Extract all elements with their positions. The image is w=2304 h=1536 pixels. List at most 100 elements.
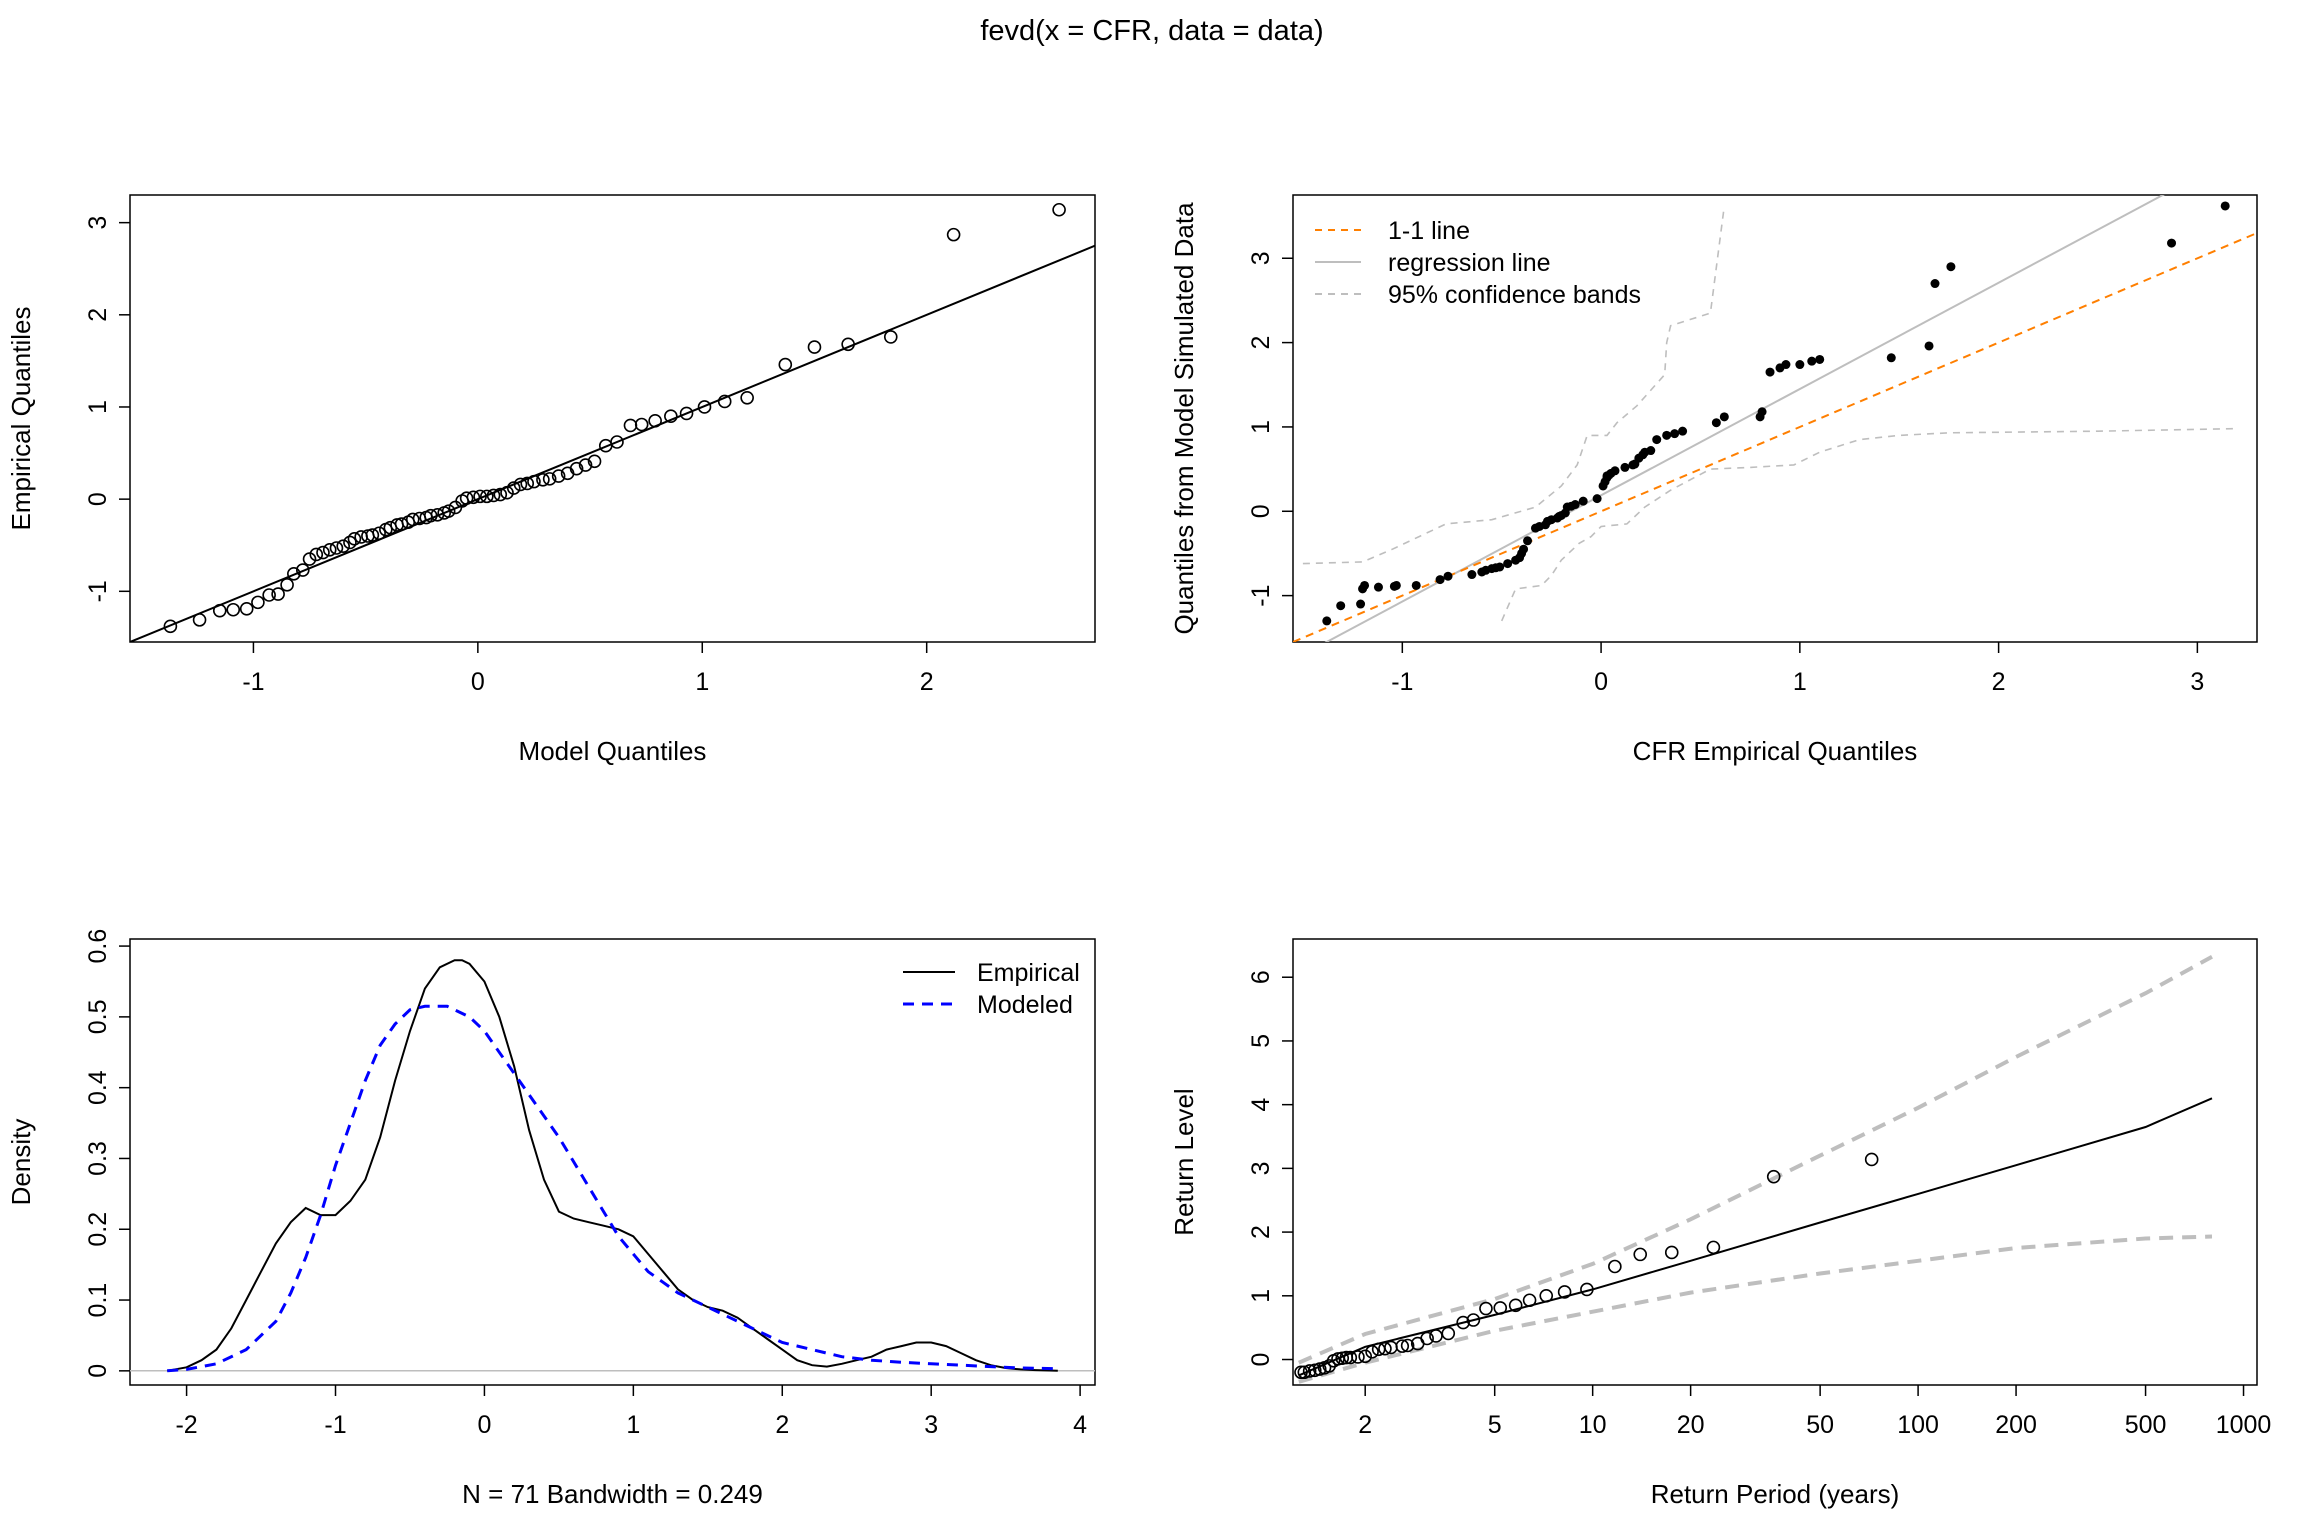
data-point: [740, 390, 754, 405]
x-tick-label: 4: [1073, 1411, 1087, 1439]
legend: 1-1 line regression line 95% confidence ba…: [1315, 217, 1641, 309]
data-point: [473, 489, 487, 504]
data-point: [1307, 1363, 1322, 1378]
data-point: [1610, 466, 1620, 476]
data-point: [1365, 1345, 1379, 1359]
lower-confidence-band: [1500, 427, 2238, 622]
y-axis-label: Empirical Quantiles: [6, 307, 36, 531]
data-point: [527, 474, 541, 489]
legend-label: Empirical: [977, 959, 1080, 987]
data-point: [634, 417, 649, 432]
y-tick-label: 0: [1247, 504, 1275, 518]
plot-area: [1293, 195, 2257, 642]
data-point: [679, 406, 694, 421]
x-tick-label: 50: [1806, 1411, 1834, 1439]
data-point: [513, 477, 528, 492]
x-tick-label: 1: [1793, 668, 1807, 696]
data-point: [343, 535, 357, 550]
lower-ci-curve: [1298, 1234, 2213, 1384]
data-point: [2220, 201, 2230, 211]
data-point: [1662, 430, 1672, 440]
data-point: [1664, 1245, 1679, 1260]
y-tick-label: 2: [1247, 1225, 1275, 1239]
y-tick-label: 0.1: [84, 1283, 112, 1318]
data-point: [1765, 367, 1775, 377]
plot-frame: [129, 938, 1096, 1386]
data-point: [163, 619, 178, 634]
data-point: [212, 603, 227, 618]
one-to-one-line: [1293, 232, 2257, 642]
data-point: [1719, 412, 1729, 422]
data-point: [2167, 238, 2177, 248]
plot-frame: [1292, 194, 2258, 643]
data-point: [1580, 1282, 1594, 1297]
data-point: [610, 435, 624, 449]
main-title: fevd(x = CFR, data = data): [980, 15, 1323, 47]
x-tick-label: -2: [175, 1411, 197, 1439]
data-point: [542, 472, 557, 486]
data-point: [1302, 1364, 1317, 1378]
data-point: [1570, 500, 1580, 510]
x-tick-label: 1000: [2216, 1411, 2272, 1439]
data-point: [1578, 496, 1588, 506]
data-point: [262, 588, 276, 602]
data-point: [623, 418, 638, 433]
data-point: [1356, 599, 1366, 609]
data-point: [1411, 580, 1421, 590]
data-point: [1781, 360, 1791, 370]
data-point: [717, 394, 732, 409]
data-point: [1706, 1240, 1721, 1255]
data-point: [1373, 582, 1383, 592]
data-point: [302, 552, 317, 566]
plot-area: [130, 202, 1095, 642]
x-tick-label: 1: [695, 668, 709, 696]
legend-label: Modeled: [977, 991, 1073, 1019]
data-point: [1670, 429, 1680, 439]
x-axis-label: Model Quantiles: [519, 736, 707, 766]
data-point: [1395, 1339, 1410, 1353]
data-point: [946, 227, 961, 242]
data-point: [466, 490, 481, 505]
modeled-density-line: [167, 1004, 1058, 1373]
return-level-panel: 2 5 10 20 50 100 200 500 1000 0 1 2 3 4 5 6 Return Perio…: [1169, 938, 2272, 1509]
x-tick-label: 1: [626, 1411, 640, 1439]
data-point: [536, 472, 550, 487]
data-point: [648, 414, 662, 428]
data-point: [239, 602, 254, 616]
data-point: [1435, 575, 1445, 585]
data-point: [336, 539, 350, 553]
data-point: [1620, 462, 1630, 472]
data-point: [1378, 1341, 1392, 1356]
data-point: [1456, 1315, 1470, 1330]
qq-model-panel: -1 0 1 2 -1 0 1 2 3 Model Quantiles Empirical Quan…: [6, 194, 1096, 766]
y-axis-label: Return Level: [1169, 1088, 1199, 1235]
upper-confidence-band: [1302, 205, 1726, 565]
density-panel: -2 -1 0 1 2 3 4 0 0.1 0.2 0.3 0.4 0.5 0.6 N = 71 Bandw…: [6, 929, 1096, 1509]
data-point: [365, 528, 380, 542]
data-point: [506, 481, 521, 495]
y-tick-label: 0: [1247, 1353, 1275, 1367]
data-point: [280, 578, 294, 592]
data-point: [1351, 1350, 1365, 1364]
y-axis-label: Quantiles from Model Simulated Data: [1169, 202, 1199, 635]
data-point: [1420, 1331, 1434, 1346]
data-point: [329, 541, 344, 555]
data-point: [1360, 580, 1370, 590]
plot-frame: [1292, 938, 2258, 1386]
y-tick-label: 0.4: [84, 1070, 112, 1105]
data-point: [697, 400, 712, 414]
data-point: [480, 489, 494, 504]
data-point: [520, 476, 535, 491]
data-point: [1322, 616, 1332, 626]
data-point: [1815, 354, 1825, 364]
data-point: [372, 526, 386, 541]
data-point: [1443, 571, 1453, 581]
legend-label: regression line: [1388, 249, 1551, 277]
data-point: [322, 543, 337, 557]
data-point: [1358, 1349, 1372, 1364]
data-point: [1864, 1152, 1879, 1167]
x-tick-label: 2: [1358, 1411, 1372, 1439]
legend-label: 95% confidence bands: [1388, 281, 1641, 309]
data-point: [1946, 262, 1956, 272]
fit-line: [130, 244, 1095, 642]
